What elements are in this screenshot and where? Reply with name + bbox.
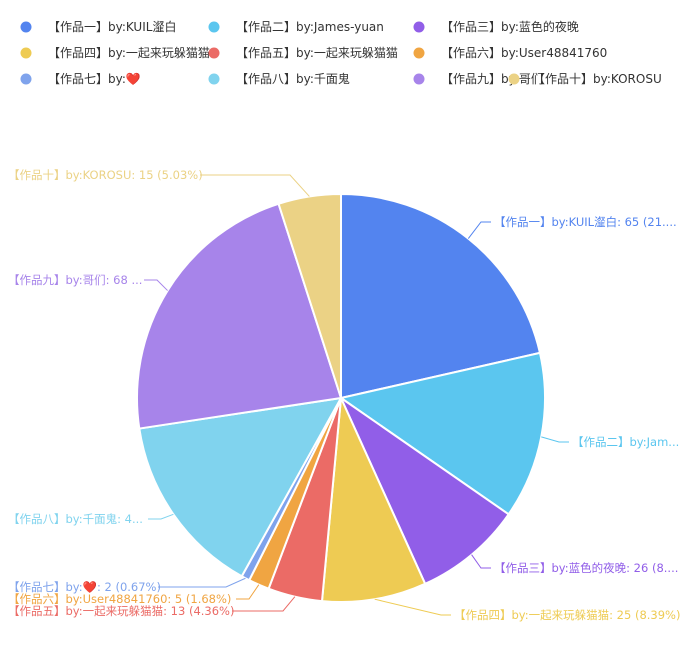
pie-slice[interactable] bbox=[320, 397, 427, 603]
legend-marker bbox=[208, 21, 220, 33]
legend-item[interactable]: 【作品三】by:蓝色的夜晚 bbox=[413, 19, 579, 34]
legend-item[interactable]: 【作品七】by:❤️ bbox=[20, 72, 141, 86]
legend-marker bbox=[20, 73, 32, 85]
slice-label: 【作品二】by:Jam... bbox=[572, 435, 679, 449]
pie-slice[interactable] bbox=[136, 202, 342, 430]
legend-item[interactable]: 【作品八】by:千面鬼 bbox=[208, 71, 350, 86]
leader-line bbox=[232, 596, 296, 612]
slice-labels: 【作品一】by:KUIL瀣白: 65 (21.... 【作品二】by:Jam...… bbox=[8, 168, 680, 622]
slice-label: 【作品三】by:蓝色的夜晚: 26 (8.... bbox=[494, 561, 678, 575]
legend-marker bbox=[413, 21, 425, 33]
legend-item[interactable]: 【作品二】by:James-yuan bbox=[208, 20, 384, 34]
legend-item[interactable]: 【作品十】by:KOROSU bbox=[508, 72, 662, 86]
pie-slice[interactable] bbox=[340, 193, 541, 399]
slice-label: 【作品八】by:千面鬼: 4... bbox=[8, 512, 143, 526]
slice-label: 【作品一】by:KUIL瀣白: 65 (21.... bbox=[494, 215, 677, 229]
legend-marker bbox=[20, 21, 32, 33]
legend-item[interactable]: 【作品九】by:哥们 bbox=[413, 71, 543, 86]
leader-line bbox=[158, 577, 246, 588]
legend-label: 【作品一】by:KUIL瀣白 bbox=[48, 19, 176, 34]
legend-marker bbox=[208, 47, 220, 59]
legend-marker bbox=[208, 73, 220, 85]
legend-label: 【作品七】by:❤️ bbox=[48, 72, 141, 86]
leader-line bbox=[467, 221, 491, 239]
legend-label: 【作品五】by:一起来玩躲猫猫 bbox=[236, 45, 398, 60]
slice-label: 【作品十】by:KOROSU: 15 (5.03%) bbox=[8, 168, 203, 182]
legend-marker bbox=[413, 73, 425, 85]
pie-slice[interactable] bbox=[340, 351, 546, 516]
legend-label: 【作品八】by:千面鬼 bbox=[236, 71, 350, 86]
legend-label: 【作品九】by:哥们 bbox=[441, 71, 543, 86]
legend-item[interactable]: 【作品四】by:一起来玩躲猫猫 bbox=[20, 45, 210, 60]
leader-line bbox=[541, 436, 569, 443]
slice-label: 【作品九】by:哥们: 68 ... bbox=[8, 273, 142, 287]
leader-line bbox=[236, 584, 260, 600]
leader-line bbox=[200, 174, 310, 197]
legend-marker bbox=[20, 47, 32, 59]
pie-slices bbox=[136, 193, 546, 603]
legend-item[interactable]: 【作品六】by:User48841760 bbox=[413, 46, 608, 60]
slice-label: 【作品六】by:User48841760: 5 (1.68%) bbox=[8, 592, 231, 606]
leader-line bbox=[471, 554, 491, 569]
leader-line bbox=[144, 279, 168, 291]
legend-label: 【作品十】by:KOROSU bbox=[533, 72, 662, 86]
legend-item[interactable]: 【作品一】by:KUIL瀣白 bbox=[20, 19, 177, 34]
slice-label: 【作品五】by:一起来玩躲猫猫: 13 (4.36%) bbox=[8, 604, 234, 618]
slice-label: 【作品七】by:❤️: 2 (0.67%) bbox=[8, 580, 161, 594]
leader-line bbox=[374, 598, 451, 616]
legend-item[interactable]: 【作品五】by:一起来玩躲猫猫 bbox=[208, 45, 398, 60]
legend-marker bbox=[508, 73, 520, 85]
leader-line bbox=[148, 513, 174, 520]
chart-legend: 【作品一】by:KUIL瀣白 【作品二】by:James-yuan 【作品三】by:… bbox=[20, 19, 662, 86]
legend-label: 【作品二】by:James-yuan bbox=[236, 20, 384, 34]
slice-label: 【作品四】by:一起来玩躲猫猫: 25 (8.39%) bbox=[454, 608, 680, 622]
legend-marker bbox=[413, 47, 425, 59]
pie-slice[interactable] bbox=[138, 397, 342, 578]
legend-label: 【作品六】by:User48841760 bbox=[441, 46, 607, 60]
legend-label: 【作品四】by:一起来玩躲猫猫 bbox=[48, 45, 210, 60]
legend-label: 【作品三】by:蓝色的夜晚 bbox=[441, 19, 579, 34]
